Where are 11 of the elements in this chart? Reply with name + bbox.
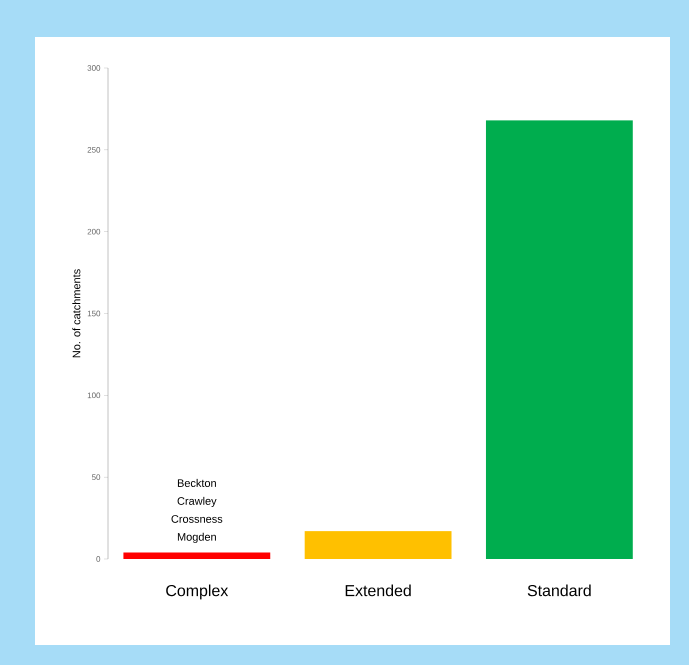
annotation: Crawley (178, 496, 217, 508)
x-tick-label: Extended (346, 584, 411, 596)
bar (304, 531, 452, 559)
bar (123, 552, 270, 559)
bar (486, 120, 633, 559)
annotation: Beckton (178, 478, 216, 487)
annotation: Crossness (172, 515, 222, 523)
y-axis-title: No. of catchments (72, 269, 80, 358)
x-tick-label: Standard (528, 584, 591, 596)
x-tick-label: Complex (166, 584, 228, 600)
annotation: Mogden (178, 532, 216, 543)
